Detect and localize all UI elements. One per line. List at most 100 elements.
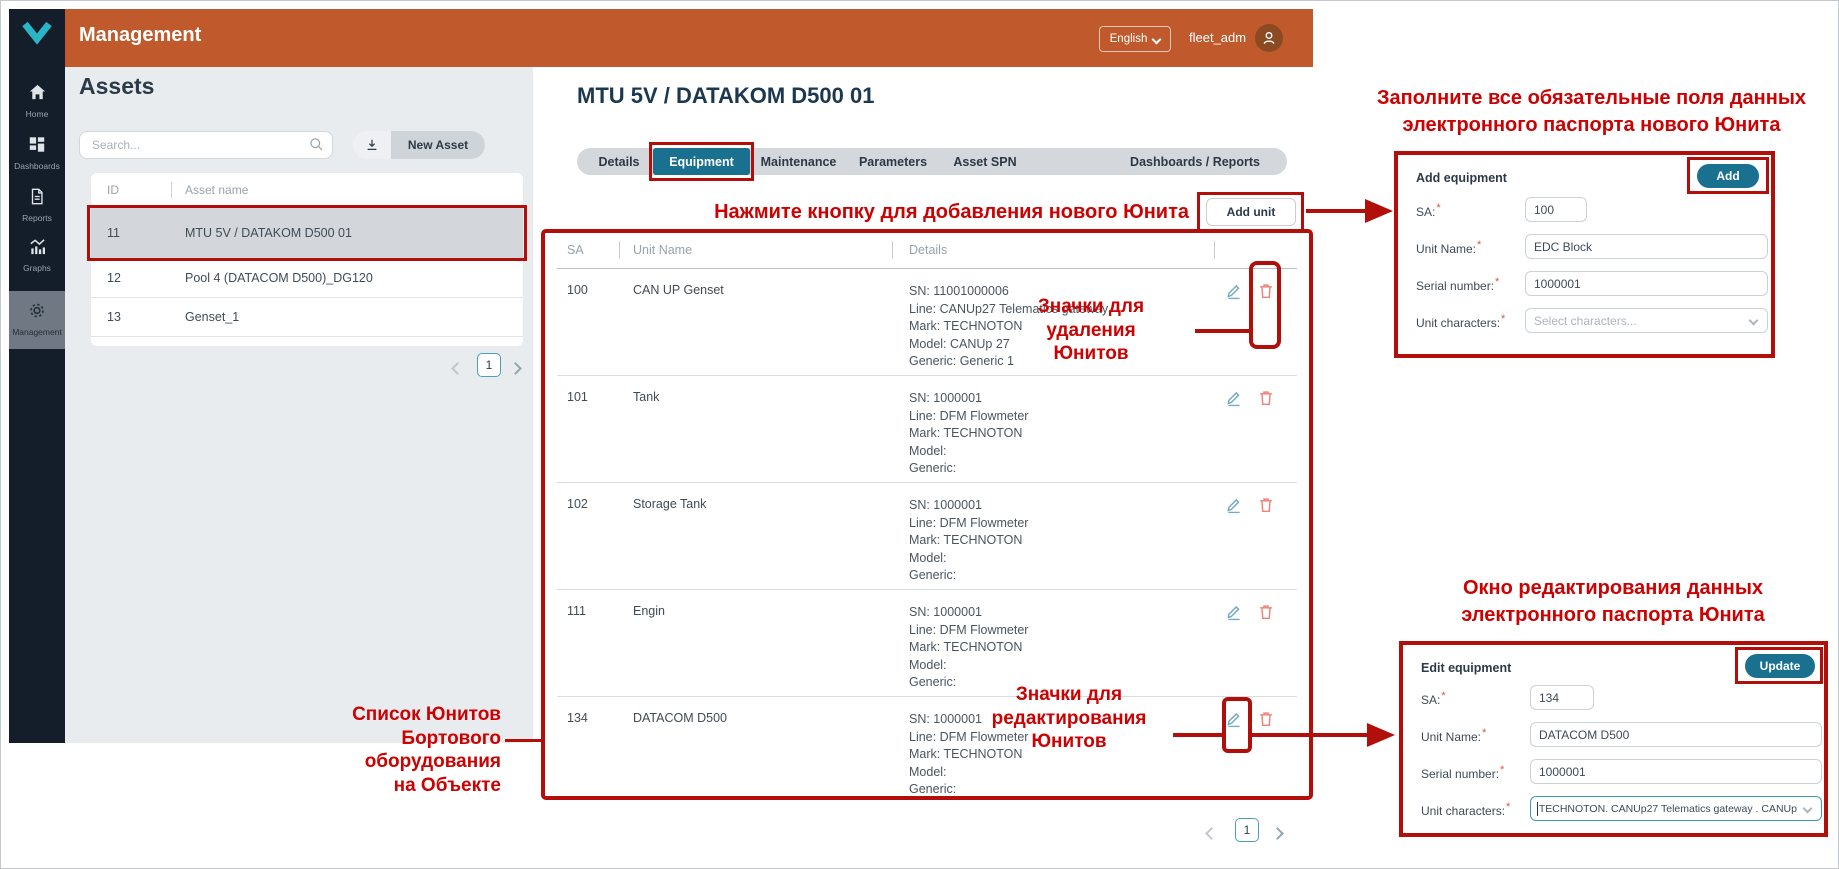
language-selector[interactable]: English: [1099, 26, 1171, 52]
sidebar-item-label: Dashboards: [14, 161, 60, 171]
pagination-next-button[interactable]: [1271, 825, 1284, 843]
required-marker: *: [1506, 801, 1511, 813]
sa-label: SA:*: [1421, 690, 1446, 707]
asset-name: Genset_1: [185, 310, 240, 324]
edit-unit-icon[interactable]: [1225, 389, 1243, 407]
asset-row[interactable]: 12 Pool 4 (DATACOM D500)_DG120: [91, 259, 523, 298]
annotation-box-delete-icon: [1249, 261, 1281, 349]
asset-id: 11: [107, 226, 120, 240]
annotation-arrowhead: [1365, 199, 1393, 223]
serial-number-field[interactable]: [1530, 759, 1822, 784]
chevron-down-icon: [1748, 315, 1759, 326]
annotation-connector: [1173, 733, 1222, 737]
annotation-box-add-button: [1687, 157, 1769, 194]
unit-name-label: Unit Name:*: [1416, 239, 1482, 256]
reports-icon: [31, 188, 43, 205]
top-bar: Management English fleet_adm: [65, 9, 1313, 67]
page-number: 1: [485, 358, 493, 372]
new-asset-label: New Asset: [391, 131, 485, 159]
add-unit-button[interactable]: Add unit: [1206, 198, 1296, 226]
unit-details: SN: 11001000006 Line: CANUp27 Telematics …: [909, 284, 1109, 368]
tab-parameters[interactable]: Parameters: [858, 154, 928, 169]
annotation-box-add-unit: [1197, 192, 1304, 232]
sidebar-item-label: Reports: [22, 213, 52, 223]
tab-equipment[interactable]: Equipment: [653, 148, 750, 175]
annotation-connector: [505, 739, 541, 742]
unit-characters-select[interactable]: Select characters...: [1525, 308, 1768, 333]
delete-unit-icon[interactable]: [1257, 282, 1275, 300]
assets-table-header: ID Asset name: [91, 173, 523, 207]
unit-details: SN: 1000001 Line: DFM Flowmeter Mark: TEC…: [909, 605, 1029, 689]
required-marker: *: [1500, 764, 1505, 776]
pagination-page-button[interactable]: 1: [477, 353, 501, 377]
tab-maintenance[interactable]: Maintenance: [760, 154, 837, 169]
sidebar: Home Dashboards Reports Graphs: [9, 9, 65, 743]
required-marker: *: [1441, 690, 1446, 702]
tab-dashboards-reports[interactable]: Dashboards / Reports: [1130, 154, 1260, 169]
sidebar-item-management[interactable]: Management: [9, 291, 65, 349]
edit-unit-icon[interactable]: [1225, 282, 1243, 300]
asset-name: Pool 4 (DATACOM D500)_DG120: [185, 271, 373, 285]
unit-name-field[interactable]: [1530, 722, 1822, 747]
person-icon: [1263, 32, 1275, 44]
annotation-box-update-button: [1735, 647, 1823, 684]
pagination-prev-button[interactable]: [1205, 825, 1218, 843]
asset-row-selected[interactable]: 11 MTU 5V / DATAKOM D500 01: [91, 207, 523, 259]
search-input[interactable]: [79, 131, 333, 159]
serial-number-label: Serial number:*: [1421, 764, 1505, 781]
unit-name: CAN UP Genset: [633, 283, 724, 297]
update-button[interactable]: Update: [1745, 654, 1815, 678]
asset-row[interactable]: 13 Genset_1: [91, 298, 523, 337]
new-asset-button[interactable]: New Asset: [353, 131, 485, 159]
pagination-page-button[interactable]: 1: [1235, 818, 1259, 842]
annotation-arrow-line: [1306, 209, 1368, 213]
unit-name: Engin: [633, 604, 665, 618]
edit-unit-icon[interactable]: [1225, 603, 1243, 621]
edit-unit-icon[interactable]: [1225, 496, 1243, 514]
download-icon[interactable]: [353, 131, 391, 159]
tab-asset-spn[interactable]: Asset SPN: [953, 154, 1017, 169]
app-logo[interactable]: [9, 21, 65, 50]
serial-number-field[interactable]: [1525, 271, 1768, 296]
edit-unit-icon[interactable]: [1225, 710, 1243, 728]
pagination-next-button[interactable]: [509, 360, 522, 378]
unit-details: SN: 1000001 Line: DFM Flowmeter Mark: TEC…: [909, 391, 1029, 475]
annotation-add-unit-hint: Нажмите кнопку для добавления нового Юни…: [714, 201, 1189, 223]
annotation-box-edit-icon: [1222, 697, 1252, 753]
sa-field[interactable]: [1530, 685, 1594, 710]
sidebar-item-graphs[interactable]: Graphs: [9, 237, 65, 273]
edit-equipment-title: Edit equipment: [1421, 661, 1512, 675]
sidebar-item-dashboards[interactable]: Dashboards: [9, 135, 65, 171]
dashboards-icon: [29, 137, 45, 152]
chevron-down-icon: [1151, 34, 1162, 44]
page-title: Management: [79, 24, 202, 46]
delete-unit-icon[interactable]: [1257, 710, 1275, 728]
tabs-bar: Details Equipment Maintenance Parameters…: [577, 148, 1287, 175]
equipment-table: SA Unit Name Details 100 CAN UP Genset S…: [541, 229, 1313, 800]
unit-name-field[interactable]: [1525, 234, 1768, 259]
column-details: Details: [909, 243, 948, 257]
annotation-delete-icons-hint: Значки для удаления Юнитов: [1037, 296, 1145, 364]
tab-details[interactable]: Details: [598, 154, 640, 169]
assets-title: Assets: [79, 73, 155, 99]
unit-name: Storage Tank: [633, 497, 707, 511]
sidebar-item-home[interactable]: Home: [9, 83, 65, 119]
unit-sa: 100: [567, 283, 588, 297]
equipment-row: 102 Storage Tank SN: 1000001 Line: DFM Fl…: [557, 483, 1297, 590]
avatar[interactable]: [1255, 24, 1283, 52]
sidebar-item-reports[interactable]: Reports: [9, 187, 65, 223]
annotation-box-selected-asset: [87, 205, 527, 261]
unit-sa: 102: [567, 497, 588, 511]
unit-characters-select[interactable]: TECHNOTON. CANUp27 Telematics gateway . …: [1530, 796, 1822, 821]
delete-unit-icon[interactable]: [1257, 389, 1275, 407]
add-equipment-title: Add equipment: [1416, 171, 1507, 185]
annotation-box-equipment-tab: [649, 142, 754, 181]
sa-field[interactable]: [1525, 197, 1587, 222]
equipment-row: 134 DATACOM D500 SN: 1000001 Line: DFM Fl…: [557, 697, 1297, 796]
delete-unit-icon[interactable]: [1257, 496, 1275, 514]
pagination-prev-button[interactable]: [451, 360, 464, 378]
column-sa: SA: [567, 243, 584, 257]
delete-unit-icon[interactable]: [1257, 603, 1275, 621]
add-button[interactable]: Add: [1697, 164, 1759, 188]
assets-panel: Assets New Asset ID Asset name 11 MTU 5V…: [65, 67, 533, 743]
